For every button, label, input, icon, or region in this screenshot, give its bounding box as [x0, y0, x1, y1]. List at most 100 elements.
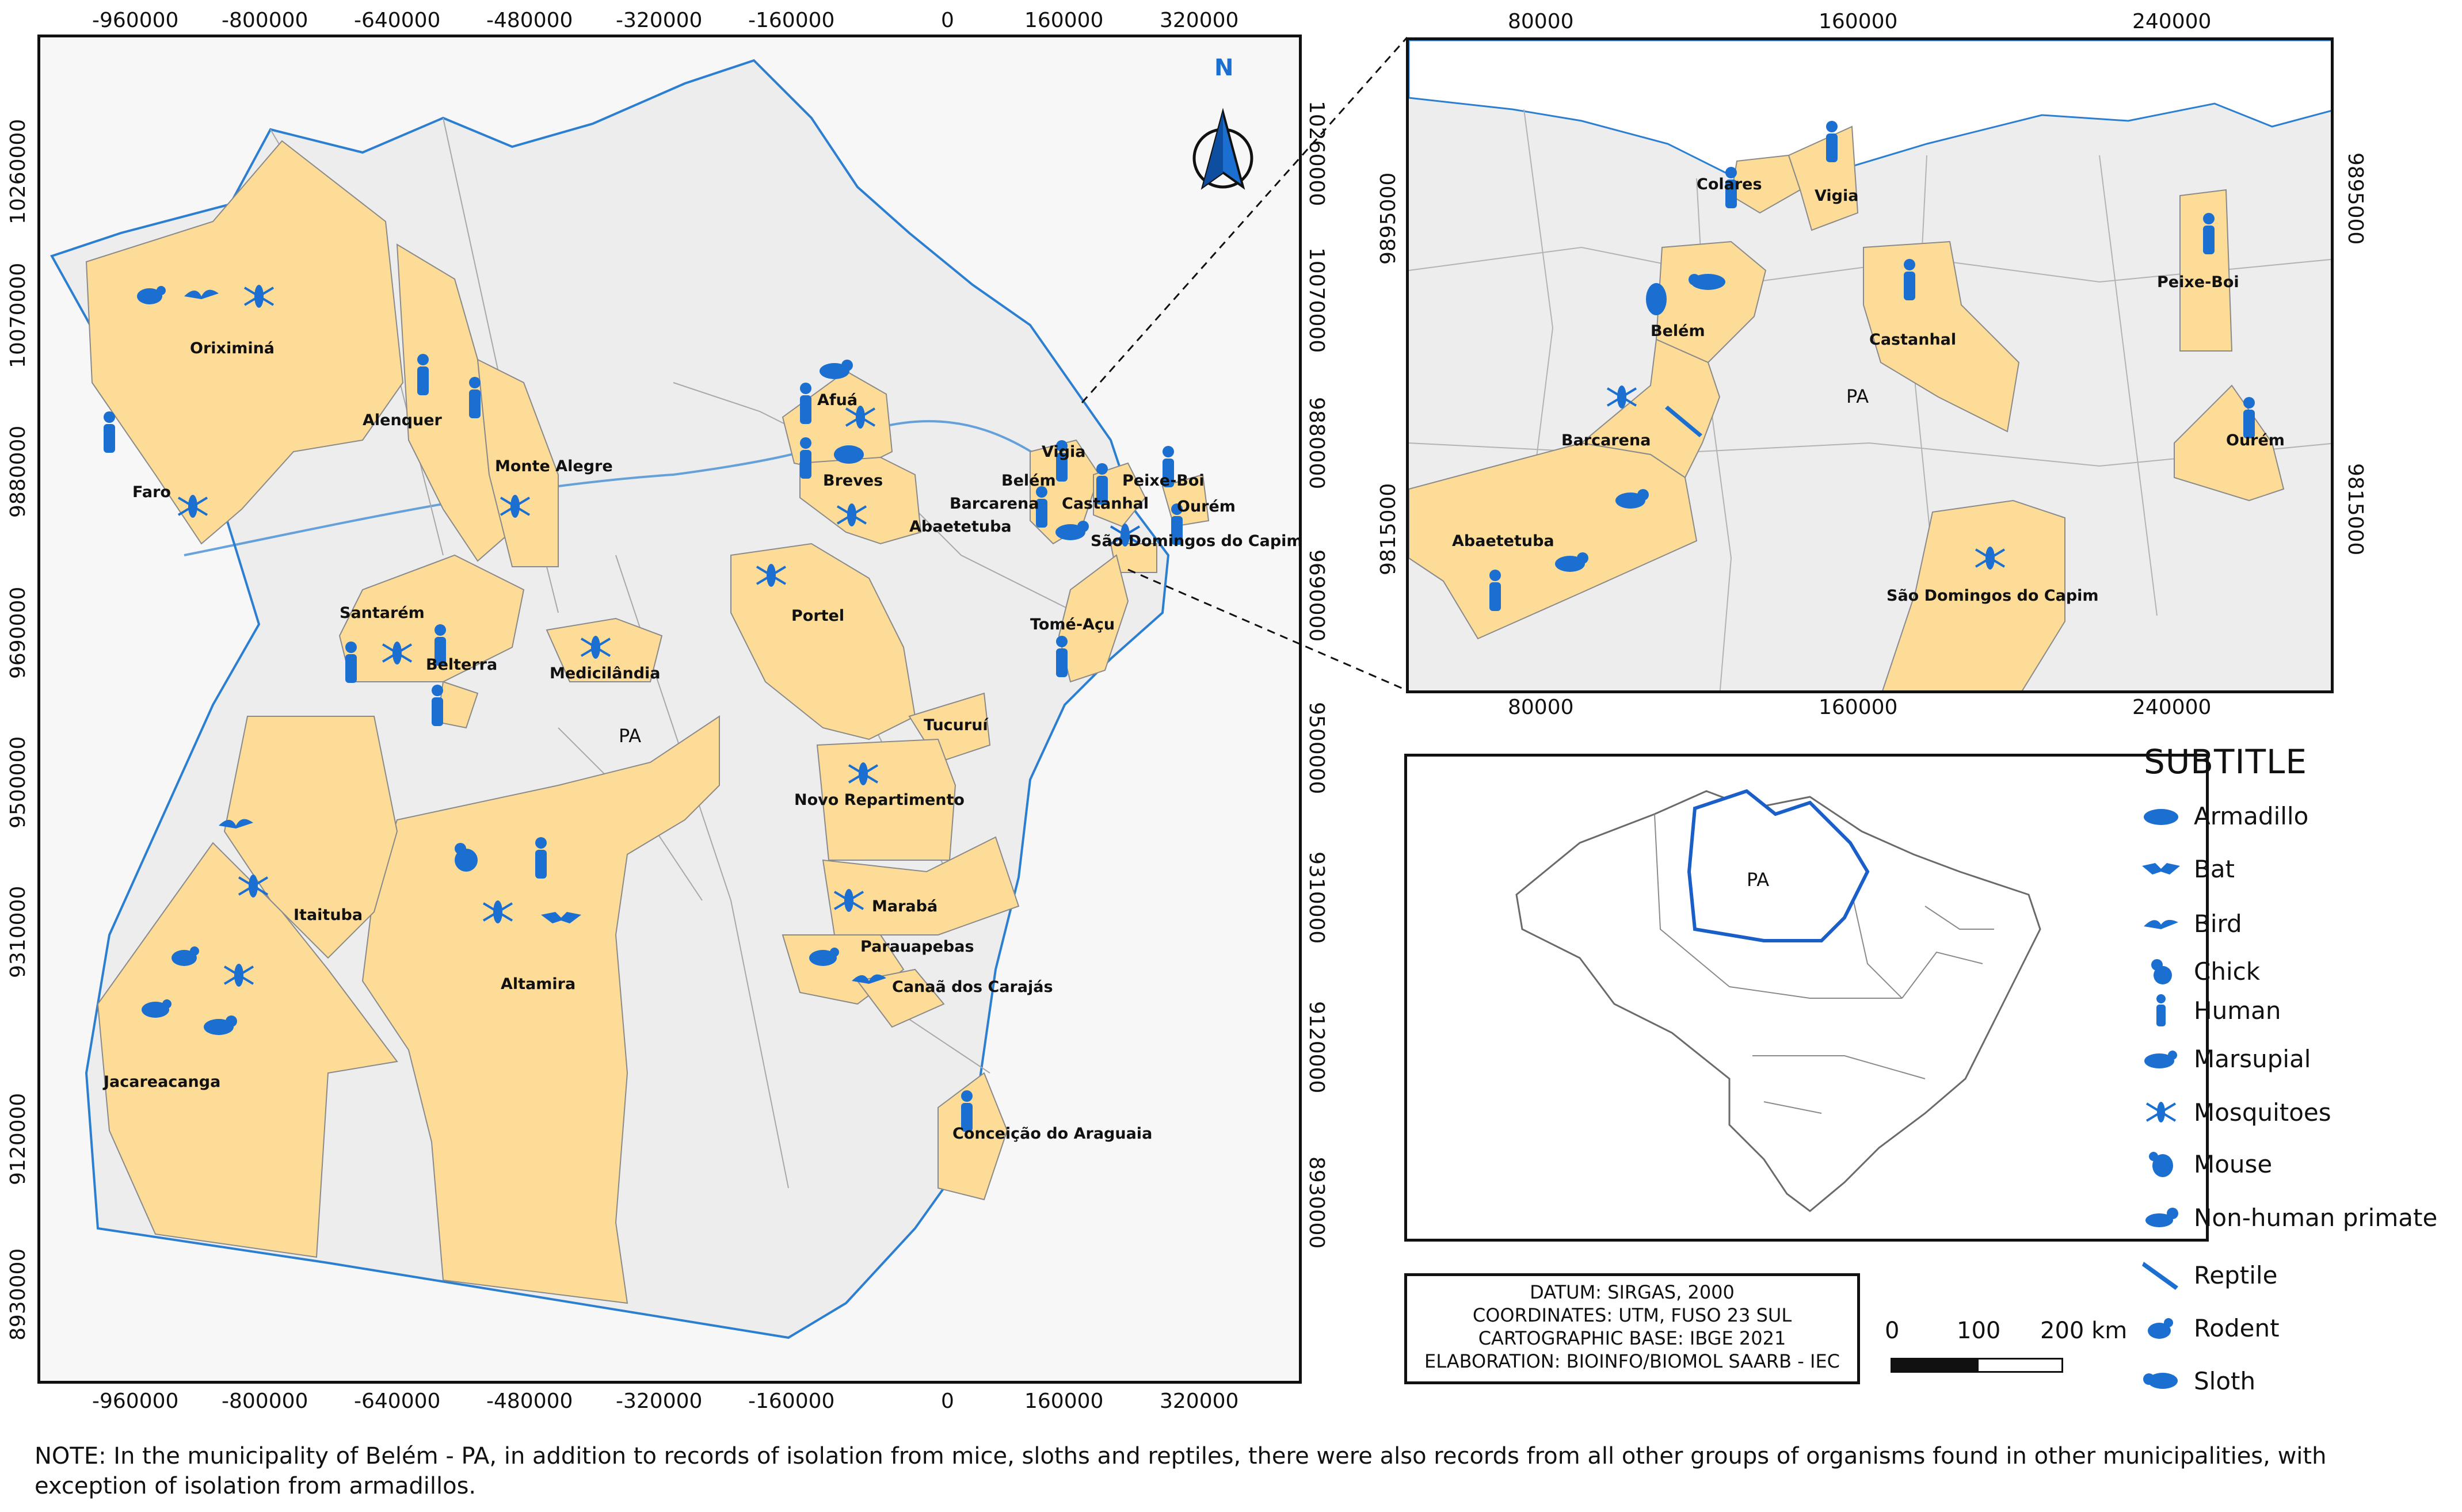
- legend-item-armadillo: Armadillo: [2141, 800, 2308, 832]
- legend-label: Sloth: [2194, 1366, 2256, 1395]
- mosquito-icon: [756, 564, 787, 587]
- primate-icon: [1615, 489, 1649, 509]
- human-icon: [1826, 121, 1838, 162]
- tick-left: 9690000: [6, 586, 30, 679]
- legend-label: Mouse: [2194, 1150, 2273, 1178]
- inset-tick-bottom: 240000: [2132, 696, 2212, 719]
- coordinates-text: COORDINATES: UTM, FUSO 23 SUL: [1472, 1304, 1792, 1326]
- human-icon: [1489, 570, 1501, 611]
- locator-map-frame: PA: [1404, 754, 2209, 1242]
- marsupial-icon: [2141, 1043, 2181, 1075]
- human-icon: [1096, 463, 1108, 505]
- legend-label: Non-human primate: [2194, 1203, 2438, 1232]
- inset-vigia: [1788, 125, 1859, 231]
- human-icon: [417, 354, 429, 395]
- inset-label-colares: Colares: [1697, 175, 1762, 193]
- inset-tick-bottom: 80000: [1508, 696, 1574, 719]
- scale-bar-white: [1977, 1358, 2063, 1373]
- reptile-icon: [1665, 406, 1702, 437]
- mosquito-icon: [848, 762, 879, 785]
- rodent-icon: [171, 946, 199, 966]
- inset-castanhal: [1863, 240, 2020, 433]
- tick-top: 320000: [1160, 9, 1239, 32]
- muni-label-belem: Belém: [1001, 472, 1056, 490]
- muni-santarem: [338, 554, 525, 682]
- legend-label: Rodent: [2194, 1314, 2280, 1342]
- muni-tome-acu: [1058, 554, 1129, 683]
- inset-label-abaetetuba: Abaetetuba: [1452, 532, 1554, 550]
- human-icon: [800, 383, 811, 424]
- muni-label-castanhal: Castanhal: [1062, 495, 1149, 513]
- inset-state-label: PA: [1846, 385, 1869, 407]
- tick-bottom: -640000: [354, 1389, 441, 1413]
- human-icon: [2243, 397, 2255, 438]
- inset-sao-domingos: [1882, 499, 2065, 690]
- tick-left: 9500000: [6, 736, 30, 828]
- tick-bottom: -800000: [222, 1389, 308, 1413]
- map-info-box: DATUM: SIRGAS, 2000 COORDINATES: UTM, FU…: [1404, 1273, 1860, 1384]
- legend-label: Bird: [2194, 909, 2242, 938]
- inset-tick-right: 9815000: [2343, 463, 2367, 556]
- human-icon: [2141, 994, 2181, 1026]
- tick-top: 160000: [1024, 9, 1104, 32]
- mosquito-icon: [1975, 547, 2006, 570]
- tick-right: 9310000: [1305, 852, 1328, 944]
- mosquito-icon: [482, 900, 513, 923]
- primate-icon: [204, 1015, 237, 1035]
- tick-right: 10260000: [1305, 101, 1328, 207]
- marsupial-icon: [142, 999, 171, 1018]
- muni-oriximina: [85, 140, 404, 545]
- legend-label: Marsupial: [2194, 1044, 2311, 1073]
- tick-left: 9310000: [6, 885, 30, 978]
- mosquito-icon: [1110, 524, 1141, 547]
- legend-item-primate: Non-human primate: [2141, 1201, 2437, 1234]
- mosquito-icon: [2141, 1096, 2181, 1128]
- inset-icon-markers: [1489, 121, 2255, 611]
- inset-label-sao-domingos: São Domingos do Capim: [1886, 587, 2099, 605]
- human-icon: [345, 642, 357, 683]
- cartographic-base-text: CARTOGRAPHIC BASE: IBGE 2021: [1478, 1327, 1786, 1349]
- human-icon: [1171, 503, 1183, 545]
- marsupial-icon: [137, 286, 166, 304]
- legend-label: Human: [2194, 996, 2281, 1025]
- human-icon: [1036, 486, 1047, 528]
- locator-map-canvas: [1515, 789, 2041, 1212]
- human-icon: [1056, 636, 1068, 677]
- muni-label-alenquer: Alenquer: [363, 411, 442, 429]
- sloth-icon: [2141, 1365, 2181, 1397]
- legend-item-mouse: Mouse: [2141, 1148, 2272, 1180]
- scale-label-100: 100: [1957, 1318, 2001, 1344]
- muni-label-santarem: Santarém: [340, 604, 425, 622]
- reptile-icon: [2141, 1259, 2181, 1291]
- legend-item-reptile: Reptile: [2141, 1259, 2277, 1291]
- icon-markers: [104, 285, 1183, 1132]
- tick-right: 9690000: [1305, 549, 1328, 642]
- tick-top: -160000: [748, 9, 835, 32]
- muni-label-parauapebas: Parauapebas: [860, 938, 974, 956]
- inset-tick-right: 9895000: [2343, 152, 2367, 245]
- tick-bottom: 160000: [1024, 1389, 1104, 1413]
- muni-label-jacareacanga: Jacareacanga: [104, 1073, 221, 1091]
- tick-left: 8930000: [6, 1248, 30, 1341]
- muni-label-tucurui: Tucuruí: [924, 716, 988, 734]
- main-map-canvas: [40, 37, 1299, 1381]
- legend-item-marsupial: Marsupial: [2141, 1043, 2311, 1075]
- inset-tick-left: 9815000: [1377, 483, 1400, 575]
- mosquito-icon: [243, 285, 275, 308]
- tick-bottom: -160000: [748, 1389, 835, 1413]
- muni-label-breves: Breves: [823, 472, 883, 490]
- inset-label-barcarena: Barcarena: [1561, 432, 1651, 449]
- datum-text: DATUM: SIRGAS, 2000: [1530, 1281, 1735, 1303]
- inset-tick-top: 160000: [1819, 10, 1898, 33]
- mosquito-icon: [223, 964, 254, 987]
- bird-icon: [184, 289, 219, 299]
- tick-top: -480000: [486, 9, 573, 32]
- tick-top: -640000: [354, 9, 441, 32]
- muni-medicilandia: [546, 617, 663, 682]
- chick-icon: [455, 843, 478, 872]
- brazil-outline: [1515, 790, 2041, 1212]
- legend-label: Reptile: [2194, 1261, 2278, 1289]
- muni-portel: [730, 543, 916, 740]
- footnote: NOTE: In the municipality of Belém - PA,…: [35, 1443, 2327, 1499]
- tick-right: 8930000: [1305, 1156, 1328, 1249]
